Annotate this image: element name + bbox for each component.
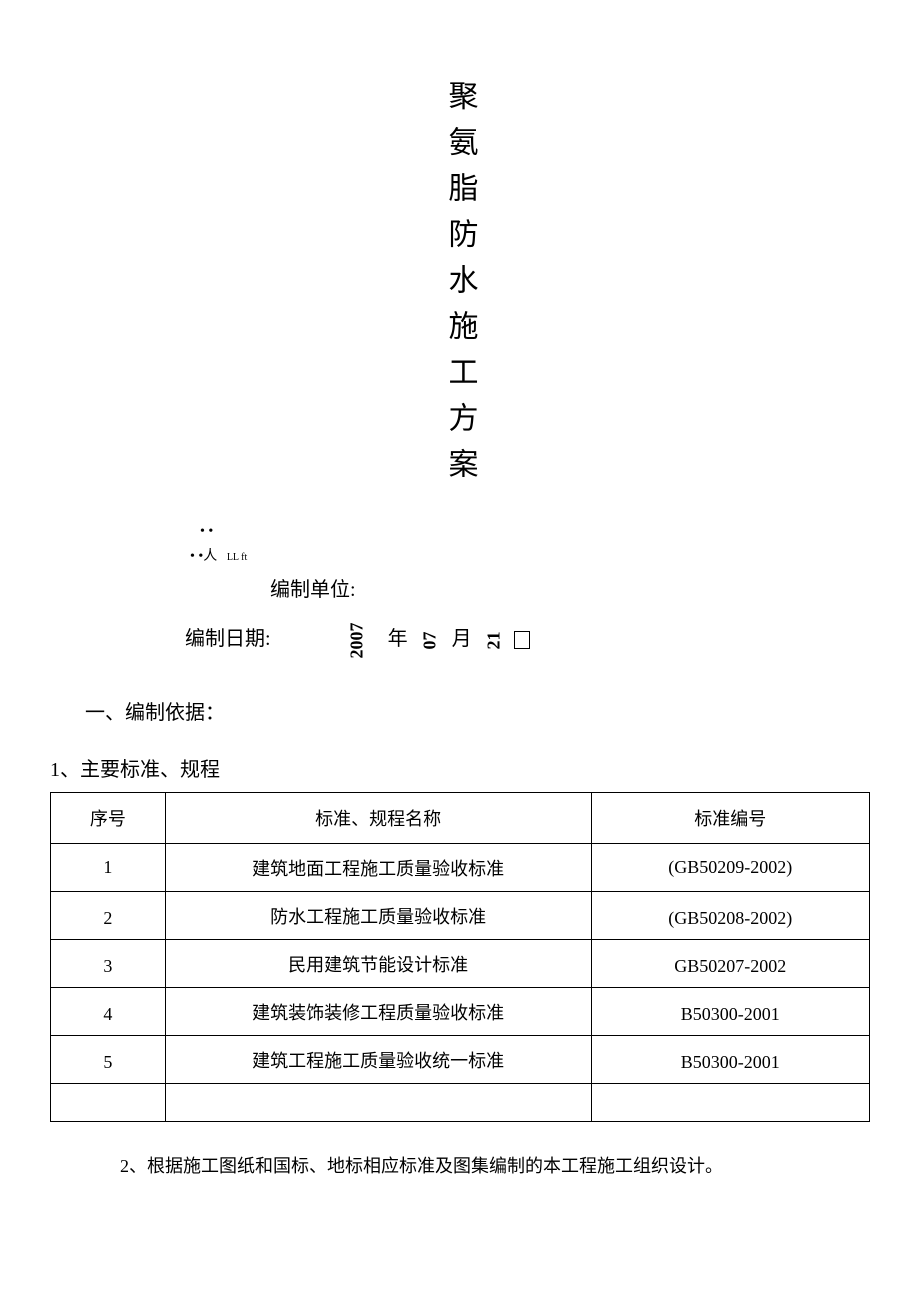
date-year-num: 2007	[346, 622, 367, 658]
table-cell-empty	[165, 1084, 591, 1122]
sub-line-small: LL ft	[227, 552, 247, 563]
table-empty-row	[51, 1084, 870, 1122]
footer-note: 2、根据施工图纸和国标、地标相应标准及图集编制的本工程施工组织设计。	[120, 1152, 870, 1178]
table-cell-code: B50300-2001	[591, 1036, 869, 1084]
table-cell-name: 建筑地面工程施工质量验收标准	[165, 844, 591, 892]
table-cell-code: B50300-2001	[591, 988, 869, 1036]
compiler-unit-label: 编制单位:	[270, 573, 870, 602]
table-header-row: 序号 标准、规程名称 标准编号	[51, 793, 870, 844]
table-col-seq: 序号	[51, 793, 166, 844]
table-cell-seq: 4	[51, 988, 166, 1036]
table-col-name: 标准、规程名称	[165, 793, 591, 844]
compile-date-line: 编制日期: 2007 年 07 月 21	[185, 622, 870, 651]
table-cell-code: (GB50209-2002)	[591, 844, 869, 892]
table-row: 1 建筑地面工程施工质量验收标准 (GB50209-2002)	[51, 844, 870, 892]
table-row: 5 建筑工程施工质量验收统一标准 B50300-2001	[51, 1036, 870, 1084]
date-day-num: 21	[483, 631, 504, 649]
table-cell-name: 建筑装饰装修工程质量验收标准	[165, 988, 591, 1036]
title-container: 聚氨脂防水施工方案	[50, 80, 870, 494]
table-cell-empty	[51, 1084, 166, 1122]
date-day-box	[514, 631, 530, 649]
sub-line-prefix: • •人	[190, 549, 217, 564]
table-cell-empty	[591, 1084, 869, 1122]
dots-line: • •	[200, 524, 870, 540]
date-label: 编制日期:	[185, 628, 271, 650]
table-cell-seq: 3	[51, 940, 166, 988]
document-title: 聚氨脂防水施工方案	[438, 80, 483, 494]
date-month-unit: 月	[452, 628, 472, 650]
table-row: 3 民用建筑节能设计标准 GB50207-2002	[51, 940, 870, 988]
table-cell-name: 建筑工程施工质量验收统一标准	[165, 1036, 591, 1084]
table-cell-seq: 1	[51, 844, 166, 892]
table-col-code: 标准编号	[591, 793, 869, 844]
section1-header: 一、编制依据：	[85, 696, 870, 725]
table-cell-name: 防水工程施工质量验收标准	[165, 892, 591, 940]
sub-line: • •人 LL ft	[190, 545, 870, 565]
table-row: 2 防水工程施工质量验收标准 (GB50208-2002)	[51, 892, 870, 940]
date-month-num: 07	[419, 631, 440, 649]
table-cell-seq: 2	[51, 892, 166, 940]
section1-sub-header: 1、主要标准、规程	[50, 753, 870, 782]
table-cell-seq: 5	[51, 1036, 166, 1084]
date-year-unit: 年	[388, 628, 408, 650]
table-row: 4 建筑装饰装修工程质量验收标准 B50300-2001	[51, 988, 870, 1036]
standards-table: 序号 标准、规程名称 标准编号 1 建筑地面工程施工质量验收标准 (GB5020…	[50, 792, 870, 1122]
table-cell-name: 民用建筑节能设计标准	[165, 940, 591, 988]
table-cell-code: (GB50208-2002)	[591, 892, 869, 940]
table-cell-code: GB50207-2002	[591, 940, 869, 988]
